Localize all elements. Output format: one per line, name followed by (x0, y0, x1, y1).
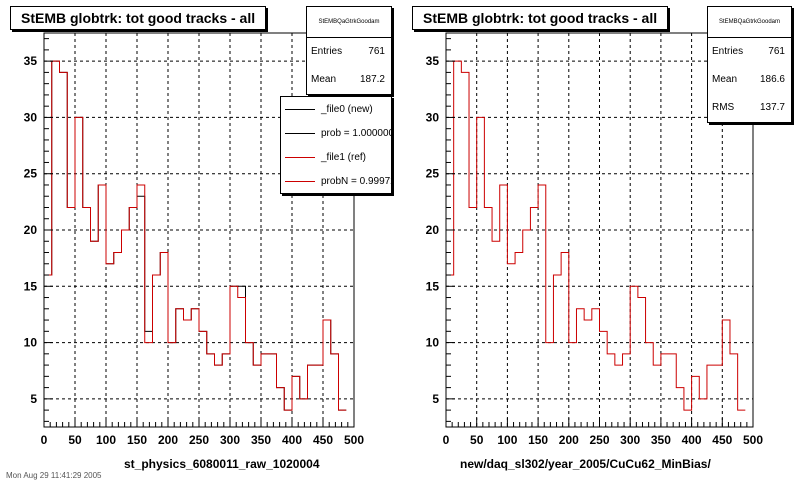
x-tick-label: 250 (189, 433, 209, 447)
stats-row-rms: RMS 137.7 (712, 102, 785, 113)
histogram-series-0 (446, 60, 746, 411)
legend-entry: _file0 (new) (281, 97, 391, 121)
right-histogram-panel: 0 50 100 150 200 250 300 350 400 450 500 5 10 15 20 25 3… (400, 0, 800, 480)
y-tick-label: 15 (24, 279, 38, 293)
x-tick-label: 150 (127, 433, 147, 447)
x-tick-label: 0 (443, 433, 450, 447)
legend-entry: probN = 0.999720 (281, 169, 391, 193)
stats-row-entries: Entries 761 (712, 46, 785, 57)
x-tick-label: 300 (620, 433, 640, 447)
y-tick-label: 30 (24, 110, 38, 124)
y-tick-label: 10 (426, 336, 440, 350)
timestamp-footer: Mon Aug 29 11:41:29 2005 (6, 471, 102, 480)
x-tick-label: 50 (470, 433, 484, 447)
x-tick-label: 200 (158, 433, 178, 447)
x-tick-label: 450 (712, 433, 732, 447)
legend-entry: prob = 1.000000 (281, 121, 391, 145)
y-tick-label: 25 (426, 167, 440, 181)
histogram-series-1 (44, 60, 347, 411)
x-tick-label: 450 (313, 433, 333, 447)
x-tick-label: 100 (96, 433, 116, 447)
right-histogram: 0 50 100 150 200 250 300 350 400 450 500 5 10 15 20 25 3… (426, 32, 763, 447)
x-tick-label: 500 (743, 433, 763, 447)
y-tick-label: 5 (30, 392, 37, 406)
chart-title: StEMB globtrk: tot good tracks - all (10, 6, 267, 30)
y-tick-label: 20 (426, 223, 440, 237)
legend-entry: _file1 (ref) (281, 145, 391, 169)
x-tick-label: 350 (651, 433, 671, 447)
x-tick-label: 300 (220, 433, 240, 447)
x-tick-label: 200 (559, 433, 579, 447)
x-tick-label: 400 (682, 433, 702, 447)
x-axis-label: st_physics_6080011_raw_1020004 (124, 457, 320, 471)
y-tick-label: 30 (426, 110, 440, 124)
x-tick-label: 150 (528, 433, 548, 447)
x-tick-label: 100 (497, 433, 517, 447)
y-tick-label: 10 (24, 336, 38, 350)
x-tick-label: 350 (251, 433, 271, 447)
y-tick-label: 35 (24, 54, 38, 68)
chart-title: StEMB globtrk: tot good tracks - all (412, 6, 669, 30)
legend: _file0 (new) prob = 1.000000 _file1 (ref… (280, 96, 392, 194)
stats-box: StEMBQaGtrkGoodam Entries 761 Mean 187.2 (306, 6, 392, 95)
x-tick-label: 0 (41, 433, 48, 447)
stats-row-mean: Mean 187.2 (311, 74, 385, 85)
y-tick-label: 5 (432, 392, 439, 406)
x-tick-label: 500 (344, 433, 364, 447)
y-tick-label: 25 (24, 167, 38, 181)
y-tick-label: 20 (24, 223, 38, 237)
stats-header: StEMBQaGtrkGoodam (307, 7, 391, 38)
stats-box: StEMBQaGtrkGoodam Entries 761 Mean 186.6 R… (707, 6, 792, 123)
plot-frame (445, 32, 754, 428)
stats-header: StEMBQaGtrkGoodam (708, 7, 791, 38)
stats-row-mean: Mean 186.6 (712, 74, 785, 85)
stats-row-entries: Entries 761 (311, 46, 385, 57)
x-tick-label: 250 (589, 433, 609, 447)
left-histogram-panel: 0 50 100 150 200 250 300 350 400 450 500 5 10 15 20 25 3… (10, 6, 392, 471)
y-tick-label: 35 (426, 54, 440, 68)
x-tick-label: 50 (68, 433, 82, 447)
x-axis-label: new/daq_sl302/year_2005/CuCu62_MinBias/ (460, 457, 711, 471)
x-tick-label: 400 (282, 433, 302, 447)
y-tick-label: 15 (426, 279, 440, 293)
